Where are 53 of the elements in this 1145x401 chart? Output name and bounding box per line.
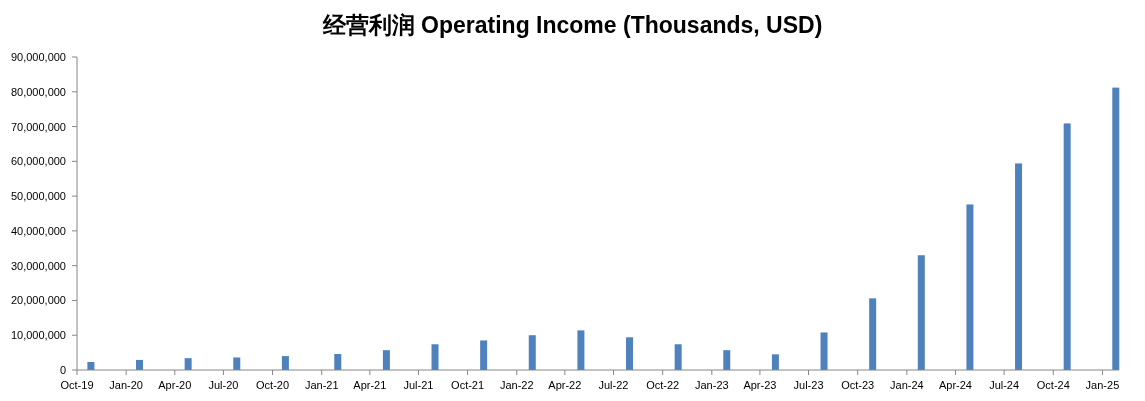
y-tick-label: 50,000,000 bbox=[10, 190, 66, 203]
bar bbox=[966, 204, 974, 370]
x-tick-label: Apr-22 bbox=[548, 379, 582, 391]
bar bbox=[334, 354, 342, 370]
x-tick-label: Oct-23 bbox=[841, 379, 875, 391]
bar bbox=[771, 354, 779, 370]
x-tick-label: Apr-23 bbox=[743, 379, 777, 391]
chart-title: 经营利润 Operating Income (Thousands, USD) bbox=[321, 12, 823, 38]
y-tick-label: 20,000,000 bbox=[10, 294, 66, 307]
bar bbox=[281, 356, 289, 370]
x-tick-label: Jul-21 bbox=[403, 379, 434, 391]
x-tick-label: Jul-24 bbox=[989, 379, 1020, 391]
bar bbox=[869, 298, 877, 370]
bar bbox=[184, 358, 192, 370]
bar bbox=[820, 332, 828, 370]
bar bbox=[528, 335, 536, 370]
x-tick-label: Jan-21 bbox=[304, 379, 339, 391]
y-tick-label: 60,000,000 bbox=[10, 155, 66, 168]
x-tick-label: Oct-19 bbox=[60, 379, 94, 391]
y-tick-label: 10,000,000 bbox=[10, 329, 66, 342]
x-tick-label: Apr-20 bbox=[158, 379, 192, 391]
bar bbox=[1112, 87, 1120, 370]
x-tick-label: Oct-21 bbox=[451, 379, 485, 391]
bar bbox=[480, 340, 488, 370]
x-tick-label: Jul-20 bbox=[208, 379, 239, 391]
x-tick-label: Oct-22 bbox=[646, 379, 680, 391]
bar bbox=[382, 350, 390, 370]
y-tick-label: 30,000,000 bbox=[10, 259, 66, 272]
bar bbox=[1015, 163, 1023, 370]
x-tick-label: Oct-24 bbox=[1036, 379, 1070, 391]
x-tick-label: Jul-23 bbox=[793, 379, 824, 391]
bar bbox=[577, 330, 585, 370]
x-tick-label: Jan-25 bbox=[1085, 379, 1120, 391]
bar bbox=[233, 357, 241, 370]
x-tick-label: Apr-24 bbox=[938, 379, 972, 391]
x-tick-label: Apr-21 bbox=[353, 379, 387, 391]
y-tick-label: 0 bbox=[59, 364, 66, 376]
y-tick-label: 70,000,000 bbox=[10, 120, 66, 133]
bar bbox=[431, 344, 439, 370]
x-tick-label: Jan-24 bbox=[890, 379, 924, 391]
x-tick-label: Jul-22 bbox=[598, 379, 629, 391]
x-tick-label: Jan-20 bbox=[109, 379, 143, 391]
x-tick-label: Jan-23 bbox=[695, 379, 729, 391]
y-tick-label: 40,000,000 bbox=[10, 224, 66, 237]
x-tick-label: Jan-22 bbox=[499, 379, 534, 391]
bar bbox=[1063, 123, 1071, 370]
y-tick-label: 90,000,000 bbox=[10, 51, 66, 63]
bar bbox=[723, 350, 731, 370]
y-tick-label: 80,000,000 bbox=[10, 85, 66, 98]
bar bbox=[674, 344, 682, 370]
x-tick-label: Oct-20 bbox=[256, 379, 290, 391]
bar bbox=[626, 337, 634, 370]
bar bbox=[917, 255, 925, 370]
